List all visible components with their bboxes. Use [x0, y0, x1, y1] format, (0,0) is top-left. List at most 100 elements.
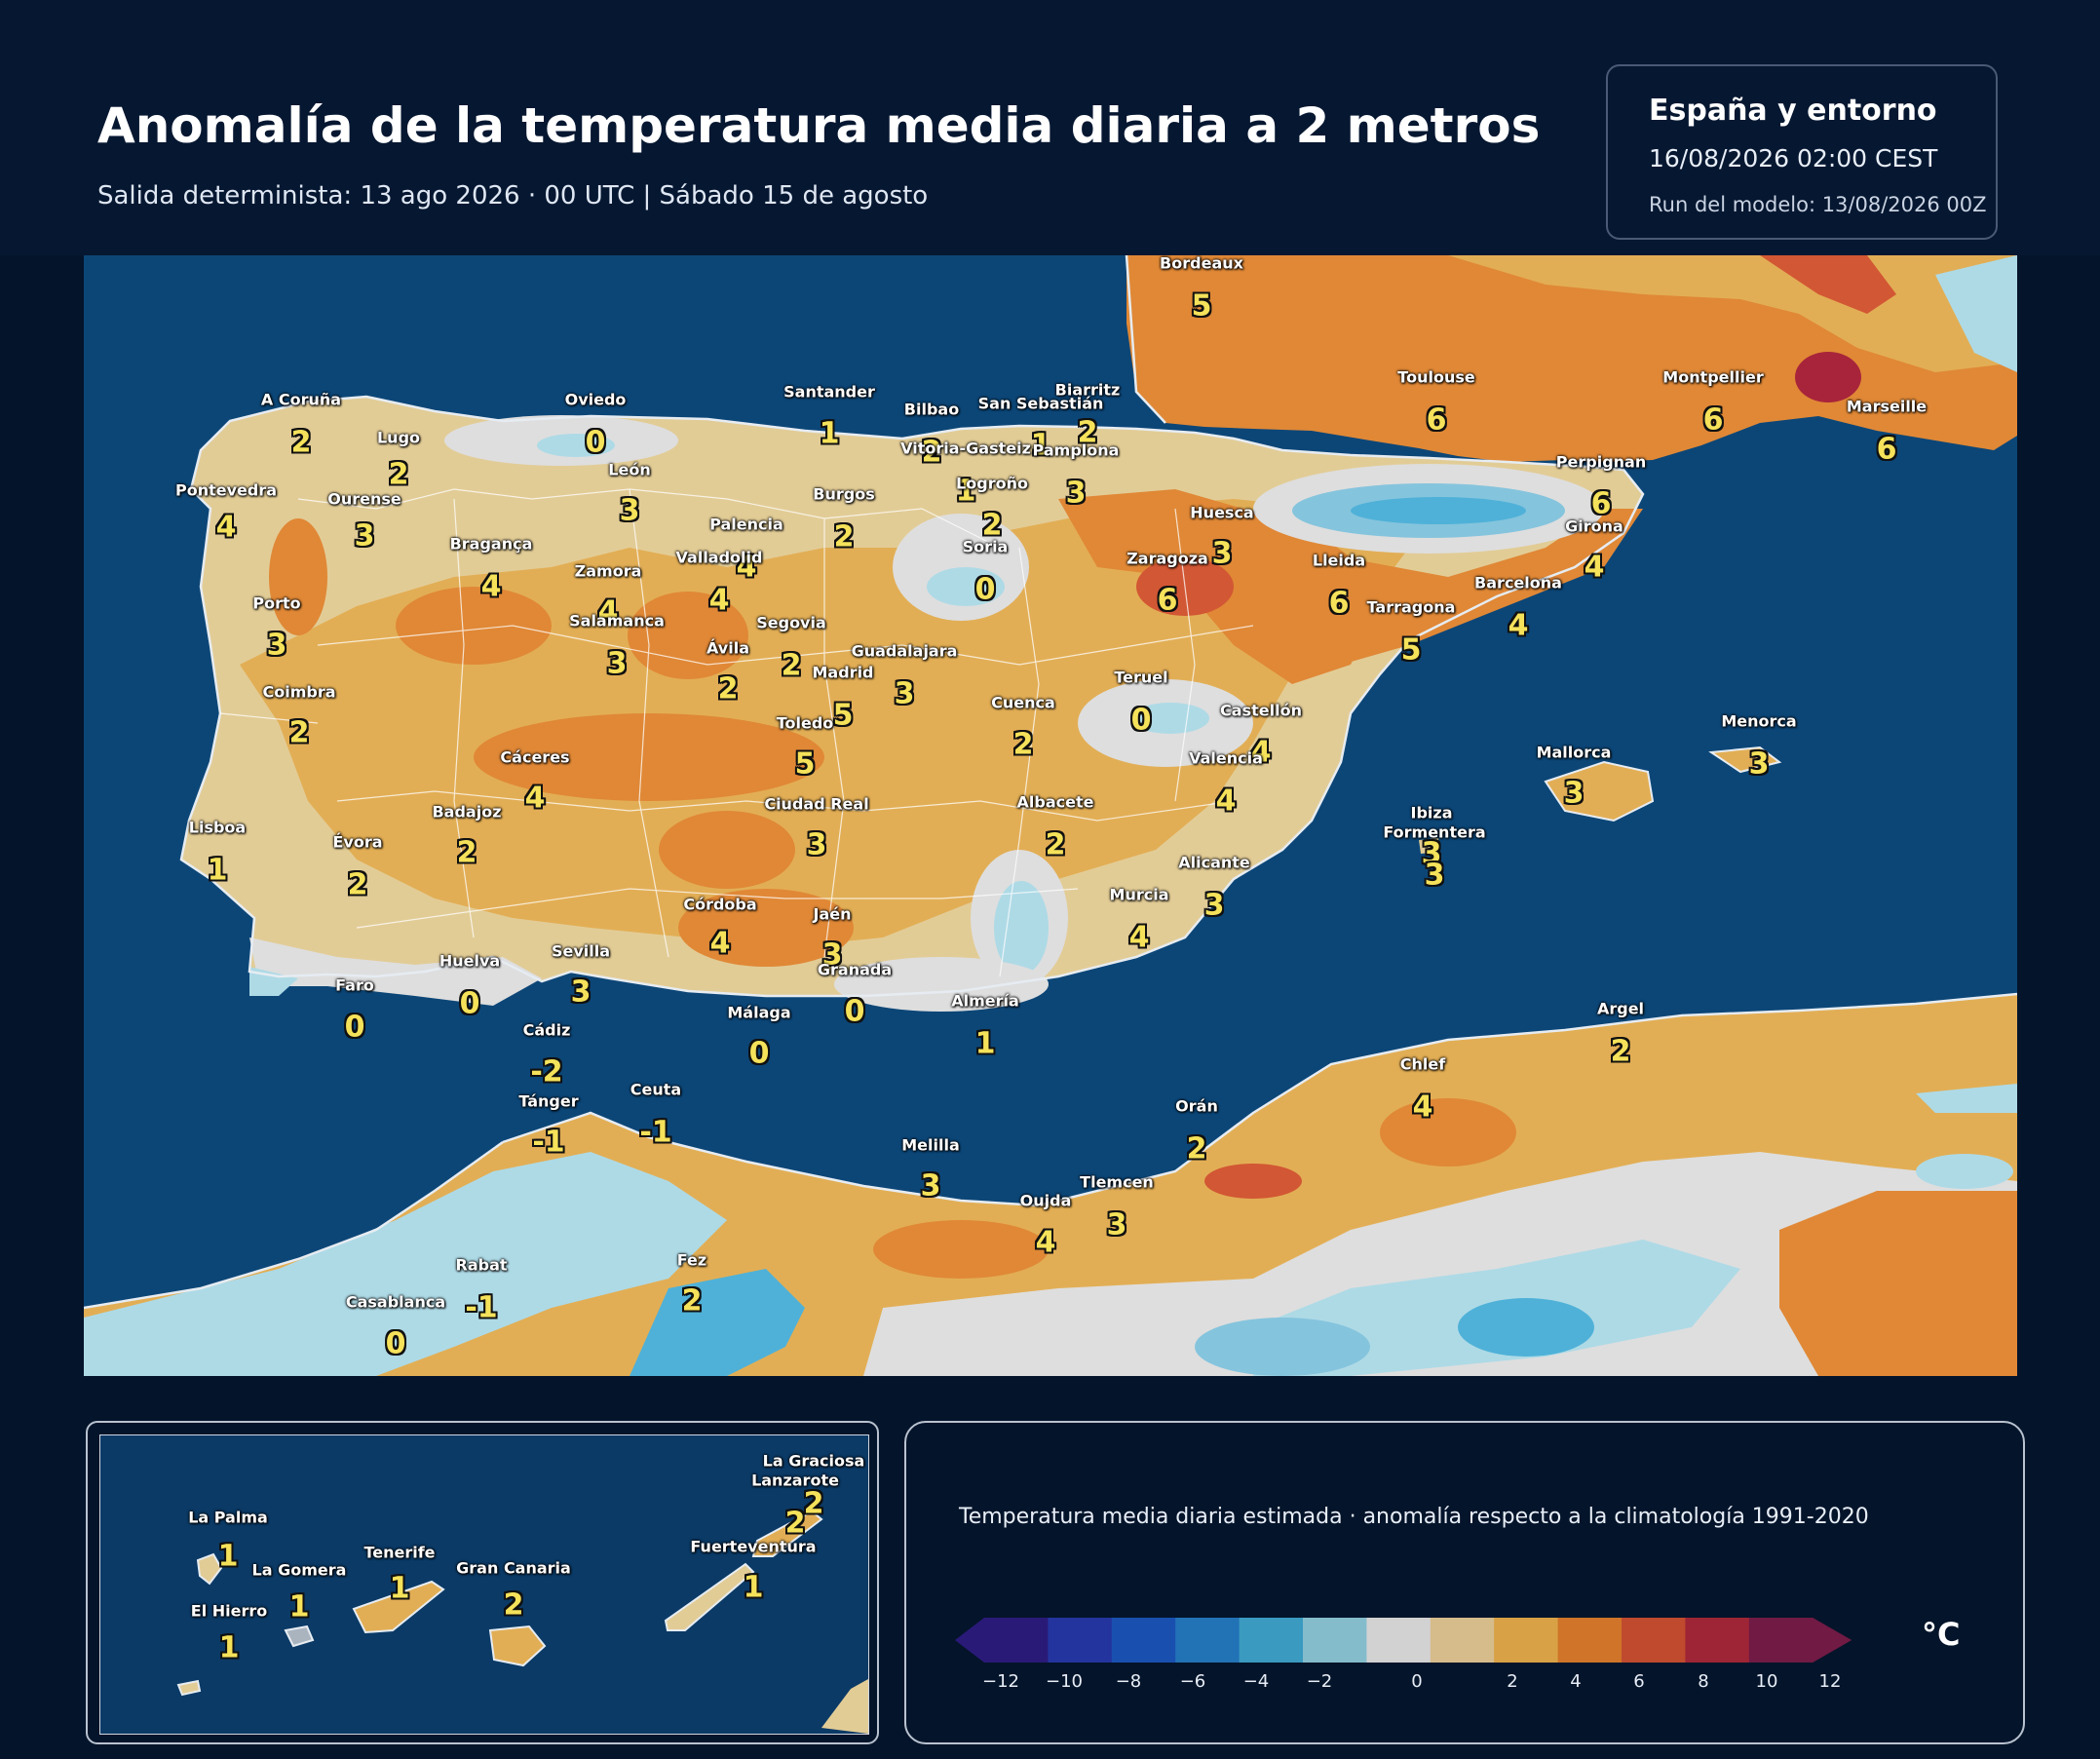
- city-name: Palencia: [709, 515, 783, 534]
- region-label: España y entorno: [1649, 94, 1937, 128]
- city-name: Faro: [335, 975, 374, 995]
- city-name: Almería: [951, 991, 1019, 1011]
- city-name: Lisboa: [188, 818, 247, 837]
- city-name: Zaragoza: [1126, 549, 1208, 568]
- city-name: Chlef: [1399, 1054, 1446, 1074]
- city-name: Madrid: [812, 663, 874, 682]
- island-name: La Palma: [188, 1508, 268, 1527]
- island-anomaly-value: 1: [288, 1589, 310, 1625]
- city-anomaly-value: 2: [1045, 827, 1066, 862]
- colorbar: [955, 1618, 1852, 1663]
- city-name: Marseille: [1846, 397, 1928, 416]
- city-anomaly-value: 0: [844, 994, 865, 1029]
- legend-panel: Temperatura media diaria estimada · anom…: [904, 1421, 2025, 1744]
- city-anomaly-value: 4: [708, 583, 730, 618]
- city-anomaly-value: 3: [1203, 888, 1225, 923]
- page-subtitle: Salida determinista: 13 ago 2026 · 00 UT…: [97, 181, 929, 210]
- city-anomaly-value: 5: [1191, 288, 1212, 324]
- city-name: Casablanca: [345, 1292, 446, 1312]
- city-name: Huesca: [1190, 503, 1254, 522]
- island-name: Tenerife: [363, 1543, 436, 1562]
- canarias-inset: La Graciosa 2 Lanzarote 2 La Palma 1 Tenerife 1…: [86, 1421, 879, 1744]
- city-anomaly-value: 2: [456, 835, 477, 870]
- anomaly-map[interactable]: Bordeaux 5 A Coruña 2 Lugo 2 Oviedo 0 Santander 1…: [84, 255, 2017, 1376]
- city-anomaly-value: 6: [1876, 432, 1897, 467]
- city-anomaly-value: 4: [597, 594, 619, 630]
- city-name: Évora: [332, 832, 383, 852]
- city-anomaly-value: 3: [1563, 776, 1585, 811]
- city-anomaly-value: 2: [288, 715, 310, 750]
- city-name: Pontevedra: [174, 480, 278, 500]
- city-anomaly-value: 3: [920, 1168, 941, 1204]
- colorbar-min-arrow: [955, 1618, 984, 1663]
- city-anomaly-value: 5: [794, 746, 816, 782]
- city-name: Cáceres: [500, 747, 570, 767]
- island-name: El Hierro: [190, 1601, 268, 1621]
- city-name: Cuenca: [991, 693, 1055, 712]
- city-name: Girona: [1565, 516, 1623, 536]
- city-name: Pamplona: [1032, 440, 1120, 460]
- city-anomaly-value: 4: [736, 550, 757, 585]
- city-anomaly-value: 4: [1508, 608, 1529, 643]
- city-anomaly-value: 3: [1748, 746, 1770, 782]
- colorbar-segment: [1366, 1618, 1432, 1663]
- city-name: Logroño: [956, 474, 1028, 493]
- city-name: Biarritz: [1054, 380, 1121, 400]
- colorbar-segment: [1111, 1618, 1176, 1663]
- city-anomaly-value: 1: [1030, 428, 1051, 463]
- canarias-background: [100, 1435, 868, 1734]
- city-anomaly-value: -1: [639, 1115, 672, 1150]
- city-anomaly-value: 1: [207, 853, 228, 888]
- city-name: Ciudad Real: [764, 794, 869, 814]
- city-anomaly-value: 0: [344, 1010, 365, 1045]
- city-anomaly-value: 3: [1106, 1207, 1127, 1243]
- city-name: Montpellier: [1662, 367, 1764, 387]
- island-anomaly-value: 2: [503, 1587, 524, 1623]
- city-name: Menorca: [1721, 711, 1797, 731]
- colorbar-tick-label: −10: [1046, 1671, 1083, 1692]
- island-anomaly-value: 2: [803, 1486, 824, 1521]
- colorbar-tick-label: 12: [1818, 1671, 1842, 1692]
- city-name: Mallorca: [1536, 743, 1612, 762]
- city-anomaly-value: 6: [1426, 402, 1447, 438]
- island-anomaly-value: 1: [218, 1630, 240, 1665]
- colorbar-segment: [984, 1618, 1049, 1663]
- city-anomaly-value: 1: [974, 1026, 996, 1061]
- city-name: Segovia: [756, 613, 826, 632]
- colorbar-tick-label: 8: [1698, 1671, 1709, 1692]
- map-background: [84, 255, 2017, 1376]
- colorbar-segment: [1175, 1618, 1241, 1663]
- city-anomaly-value: 4: [480, 569, 502, 604]
- city-anomaly-value: -1: [465, 1290, 498, 1325]
- city-name: Rabat: [455, 1255, 508, 1275]
- city-anomaly-value: 1: [819, 416, 840, 451]
- colorbar-tick-label: −6: [1179, 1671, 1206, 1692]
- city-anomaly-value: 4: [709, 926, 731, 961]
- city-name: Ávila: [706, 638, 750, 658]
- canarias-map[interactable]: La Graciosa 2 Lanzarote 2 La Palma 1 Tenerife 1…: [99, 1434, 869, 1735]
- city-name: Oviedo: [564, 390, 627, 409]
- island-name: La Graciosa: [762, 1451, 865, 1471]
- city-anomaly-value: 6: [1702, 402, 1724, 438]
- city-name: Córdoba: [683, 895, 757, 914]
- island-anomaly-value: 1: [743, 1570, 764, 1605]
- colorbar-segment: [1748, 1618, 1814, 1663]
- colorbar-tick-label: 10: [1755, 1671, 1778, 1692]
- city-name: Perpignan: [1555, 452, 1647, 472]
- city-name: Oujda: [1019, 1191, 1072, 1210]
- city-name: Argel: [1596, 999, 1645, 1018]
- city-anomaly-value: 4: [1584, 550, 1605, 585]
- page-title: Anomalía de la temperatura media diaria …: [97, 97, 1541, 154]
- city-name: Tánger: [518, 1091, 579, 1111]
- city-name: Teruel: [1114, 668, 1168, 687]
- city-anomaly-value: 6: [1157, 583, 1178, 618]
- city-name: Ceuta: [630, 1080, 682, 1099]
- city-name: Sevilla: [551, 941, 611, 961]
- colorbar-segment: [1557, 1618, 1623, 1663]
- island-anomaly-value: 2: [784, 1506, 806, 1541]
- city-anomaly-value: 2: [388, 457, 409, 492]
- city-name: Salamanca: [569, 611, 665, 631]
- city-name: Santander: [783, 382, 875, 402]
- city-anomaly-value: 2: [347, 867, 368, 902]
- island-name: Lanzarote: [751, 1471, 839, 1490]
